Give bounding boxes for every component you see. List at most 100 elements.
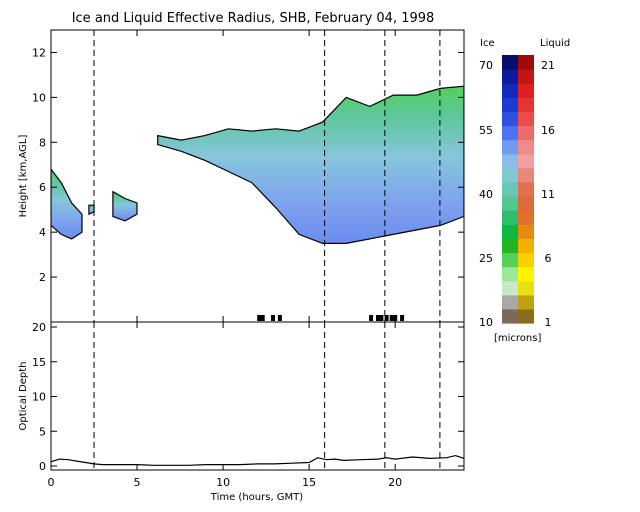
colorbar-ice-tick: 10 <box>479 316 493 329</box>
optical-depth-line <box>51 454 464 466</box>
colorbar-liquid-scale <box>518 55 534 324</box>
colorbar-swatch <box>518 139 534 155</box>
y-axis-ticks-top: 2 4 6 8 10 12 <box>32 46 464 284</box>
y-tick-label: 8 <box>39 136 46 149</box>
y-tick-label: 12 <box>32 46 46 59</box>
colorbar-swatch <box>518 69 534 84</box>
optical-depth-series <box>51 454 464 466</box>
y-tick-label: 10 <box>32 91 46 104</box>
colorbar-swatch <box>502 69 518 84</box>
surface-mark <box>379 315 384 321</box>
colorbar-swatch <box>502 153 518 169</box>
colorbar-swatch <box>502 294 518 310</box>
plot-frame-bottom <box>50 321 465 471</box>
colorbar-swatch <box>518 111 534 127</box>
colorbar-ice-tick: 55 <box>479 124 493 137</box>
colorbar-swatch <box>518 125 534 141</box>
surface-mark <box>369 315 374 321</box>
x-tick-label: 15 <box>302 476 316 489</box>
cloud-layer <box>88 204 95 216</box>
colorbar-swatch <box>502 111 518 127</box>
colorbar-swatch <box>518 308 534 324</box>
colorbar-swatch <box>518 224 534 239</box>
y-tick-label: 6 <box>39 181 46 194</box>
colorbar-swatch <box>502 210 518 225</box>
colorbar-ice-tick: 25 <box>479 252 493 265</box>
colorbar-swatch <box>502 97 518 113</box>
colorbar-swatch <box>518 252 534 268</box>
colorbar-swatch <box>502 196 518 211</box>
cloud-layers <box>51 85 464 244</box>
x-tick-label: 20 <box>388 476 402 489</box>
cloud-layer <box>112 190 138 222</box>
cloud-layer <box>157 85 464 244</box>
colorbar-swatch <box>518 196 534 211</box>
colorbar-swatch <box>502 308 518 324</box>
y-axis-label-bottom: Optical Depth <box>18 362 29 431</box>
surface-mark <box>389 315 394 321</box>
colorbar-swatch <box>502 280 518 296</box>
surface-mark <box>384 315 389 321</box>
colorbar-liquid-label: Liquid <box>540 38 570 49</box>
colorbar-swatch <box>502 252 518 268</box>
colorbar-swatch <box>518 83 534 98</box>
surface-mark <box>257 315 262 321</box>
colorbar-ice-label: Ice <box>480 38 495 49</box>
colorbar-swatch <box>518 153 534 169</box>
colorbar-swatch <box>518 238 534 254</box>
colorbar-swatch <box>518 210 534 225</box>
x-axis-label: Time (hours, GMT) <box>210 492 304 503</box>
colorbar-swatch <box>518 167 534 183</box>
colorbar-swatch <box>502 167 518 183</box>
x-tick-label: 5 <box>134 476 141 489</box>
surface-mark <box>400 315 405 321</box>
x-tick-label: 0 <box>48 476 55 489</box>
surface-mark <box>277 315 282 321</box>
x-tick-label: 10 <box>216 476 230 489</box>
colorbar-liquid-tick: 1 <box>545 316 552 329</box>
colorbar-swatch <box>518 55 534 70</box>
x-axis-ticks: 0 5 10 15 20 <box>48 30 402 489</box>
chart-title: Ice and Liquid Effective Radius, SHB, Fe… <box>72 11 435 26</box>
y-tick-label: 10 <box>32 391 46 404</box>
surface-mark <box>271 315 275 321</box>
dashed-reference-lines-top <box>93 30 441 322</box>
optical-depth-panel: 0 5 10 15 20 0 5 10 15 20 Optical Depth Time (ho… <box>18 30 465 503</box>
colorbar-swatch <box>502 224 518 239</box>
y-axis-label-top: Height [km,AGL] <box>18 135 29 218</box>
colorbar-swatch <box>518 181 534 197</box>
colorbar-liquid-tick: 6 <box>545 252 552 265</box>
colorbar-ice-scale <box>502 55 518 324</box>
colorbar-liquid-tick: 21 <box>541 59 555 72</box>
colorbar-swatch <box>518 97 534 113</box>
colorbar-swatch <box>502 181 518 197</box>
effective-radius-panel: 2 4 6 8 10 12 Height [km,AGL] <box>18 29 465 323</box>
colorbar-swatch <box>502 125 518 141</box>
colorbar: Ice Liquid 70 55 40 25 10 21 16 11 6 1 [microns] <box>479 38 570 344</box>
colorbar-swatch <box>502 139 518 155</box>
colorbar-ice-tick: 70 <box>479 59 493 72</box>
colorbar-ice-tick: 40 <box>479 188 493 201</box>
y-tick-label: 2 <box>39 271 46 284</box>
colorbar-swatch <box>502 83 518 98</box>
colorbar-swatch <box>502 266 518 282</box>
y-tick-label: 0 <box>39 460 46 473</box>
y-tick-label: 20 <box>32 321 46 334</box>
colorbar-swatch <box>502 238 518 254</box>
surface-mark <box>376 315 380 321</box>
y-axis-ticks-bottom: 0 5 10 15 20 <box>32 321 464 473</box>
surface-mark <box>260 315 265 321</box>
dashed-reference-lines-bottom <box>93 322 441 470</box>
colorbar-liquid-tick: 11 <box>541 188 555 201</box>
colorbar-swatch <box>502 55 518 70</box>
y-tick-label: 4 <box>39 226 46 239</box>
colorbar-swatch <box>518 280 534 296</box>
y-tick-label: 5 <box>39 425 46 438</box>
y-tick-label: 15 <box>32 356 46 369</box>
cloud-layer <box>51 168 83 240</box>
colorbar-units-label: [microns] <box>494 333 541 344</box>
surface-marks <box>257 315 405 321</box>
colorbar-ticks: 70 55 40 25 10 21 16 11 6 1 <box>479 59 555 329</box>
colorbar-swatch <box>518 294 534 310</box>
